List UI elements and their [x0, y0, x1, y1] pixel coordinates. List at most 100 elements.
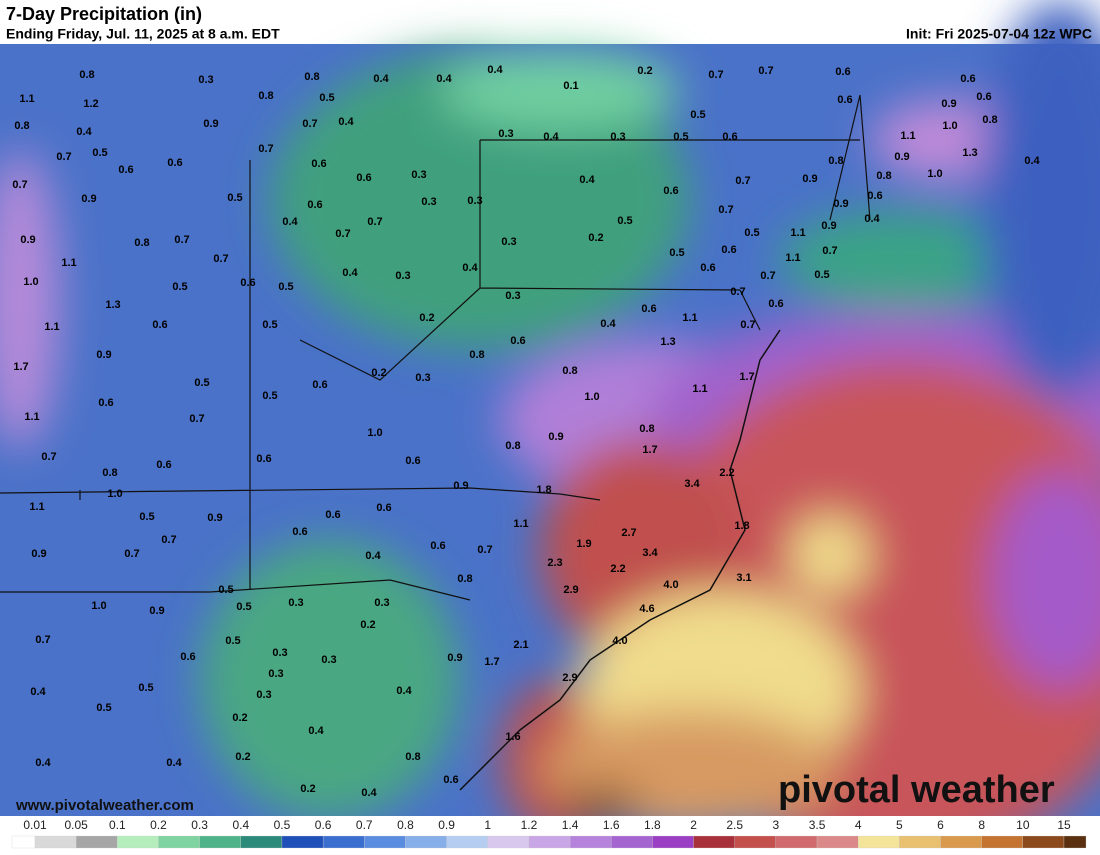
- precip-label: 0.8: [14, 120, 29, 132]
- precip-label: 0.7: [477, 544, 492, 556]
- precip-label: 1.3: [105, 299, 120, 311]
- precip-label: 0.3: [505, 290, 520, 302]
- legend-tick-label: 1: [484, 818, 491, 832]
- subtitle: Ending Friday, Jul. 11, 2025 at 8 a.m. E…: [6, 26, 280, 42]
- legend-swatch: [446, 835, 488, 849]
- precip-label: 0.6: [256, 453, 271, 465]
- precip-label: 0.6: [325, 509, 340, 521]
- precip-label: 0.7: [161, 534, 176, 546]
- precip-label: 0.4: [436, 73, 452, 85]
- legend-tick-label: 15: [1057, 818, 1071, 832]
- precip-label: 1.0: [367, 427, 382, 439]
- precip-label: 0.7: [302, 118, 317, 130]
- precip-label: 0.7: [735, 175, 750, 187]
- precip-label: 0.6: [430, 540, 445, 552]
- precip-label: 2.2: [719, 467, 734, 479]
- precip-label: 1.1: [513, 518, 528, 530]
- precip-label: 0.6: [867, 190, 882, 202]
- precip-label: 0.9: [31, 548, 46, 560]
- legend-tick-label: 6: [937, 818, 944, 832]
- legend-swatch: [322, 835, 365, 849]
- precip-label: 0.7: [174, 234, 189, 246]
- precip-label: 0.9: [821, 220, 836, 232]
- precip-label: 0.4: [30, 686, 46, 698]
- precip-label: 0.4: [76, 126, 92, 138]
- precip-label: 0.7: [730, 286, 745, 298]
- precip-label: 0.3: [610, 131, 625, 143]
- precip-label: 1.1: [682, 312, 697, 324]
- precip-label: 0.8: [469, 349, 484, 361]
- precip-label: 0.6: [312, 379, 327, 391]
- init-time: Init: Fri 2025-07-04 12z WPC: [906, 26, 1092, 42]
- precip-label: 0.2: [588, 232, 603, 244]
- precip-label: 0.6: [240, 277, 255, 289]
- precip-label: 3.1: [736, 572, 751, 584]
- precip-label: 0.4: [600, 318, 616, 330]
- precip-label: 1.0: [91, 600, 106, 612]
- precip-label: 0.1: [563, 80, 578, 92]
- precip-label: 0.4: [373, 73, 389, 85]
- precip-label: 0.4: [1024, 155, 1040, 167]
- legend-tick-label: 0.3: [191, 818, 208, 832]
- legend-swatch: [734, 835, 777, 849]
- precip-label: 0.3: [272, 647, 287, 659]
- precip-label: 0.5: [617, 215, 632, 227]
- precip-label: 0.3: [374, 597, 389, 609]
- legend-swatch: [11, 835, 36, 849]
- precip-label: 0.8: [134, 237, 149, 249]
- precip-label: 0.7: [708, 69, 723, 81]
- precip-label: 0.3: [467, 195, 482, 207]
- precip-label: 0.3: [395, 270, 410, 282]
- legend-swatch: [199, 835, 241, 849]
- legend-swatch: [240, 835, 283, 849]
- precip-label: 0.8: [562, 365, 577, 377]
- precip-label: 0.8: [457, 573, 472, 585]
- legend-tick-label: 0.7: [356, 818, 373, 832]
- precip-label: 0.4: [166, 757, 182, 769]
- precip-label: 0.7: [41, 451, 56, 463]
- precip-label: 0.2: [419, 312, 434, 324]
- precip-label: 0.6: [356, 172, 371, 184]
- precip-label: 0.4: [338, 116, 354, 128]
- legend-swatch: [981, 835, 1023, 849]
- legend-tick-label: 2: [690, 818, 697, 832]
- precip-label: 0.6: [976, 91, 991, 103]
- legend-tick-label: 4: [855, 818, 862, 832]
- legend-tick-label: 3.5: [809, 818, 826, 832]
- watermark: www.pivotalweather.com: [15, 797, 194, 814]
- legend-tick-label: 1.2: [521, 818, 538, 832]
- precip-label: 0.9: [894, 151, 909, 163]
- precip-label: 1.3: [962, 147, 977, 159]
- precip-label: 0.4: [361, 787, 377, 799]
- legend-tick-label: 0.2: [150, 818, 167, 832]
- precip-label: 0.6: [118, 164, 133, 176]
- precip-label: 0.3: [501, 236, 516, 248]
- title: 7-Day Precipitation (in): [6, 4, 202, 24]
- precip-label: 0.6: [443, 774, 458, 786]
- precip-label: 1.0: [23, 276, 38, 288]
- precip-label: 0.9: [149, 605, 164, 617]
- precip-label: 4.0: [663, 579, 678, 591]
- precip-label: 0.8: [304, 71, 319, 83]
- legend-swatch: [76, 835, 118, 849]
- precip-label: 0.3: [415, 372, 430, 384]
- precip-label: 2.7: [621, 527, 636, 539]
- legend-swatch: [611, 835, 653, 849]
- precip-label: 0.4: [342, 267, 358, 279]
- precip-label: 0.9: [203, 118, 218, 130]
- precip-label: 0.8: [79, 69, 94, 81]
- legend-swatch: [158, 835, 200, 849]
- precip-label: 1.0: [107, 488, 122, 500]
- precip-label: 0.6: [641, 303, 656, 315]
- legend-tick-label: 0.4: [232, 818, 249, 832]
- precip-label: 0.4: [396, 685, 412, 697]
- precip-label: 0.9: [802, 173, 817, 185]
- precip-label: 1.3: [660, 336, 675, 348]
- precip-label: 1.7: [13, 361, 28, 373]
- precip-label: 0.5: [262, 390, 277, 402]
- legend-swatch: [405, 835, 447, 849]
- precip-label: 1.0: [927, 168, 942, 180]
- precip-label: 1.8: [536, 484, 551, 496]
- precip-label: 0.4: [543, 131, 559, 143]
